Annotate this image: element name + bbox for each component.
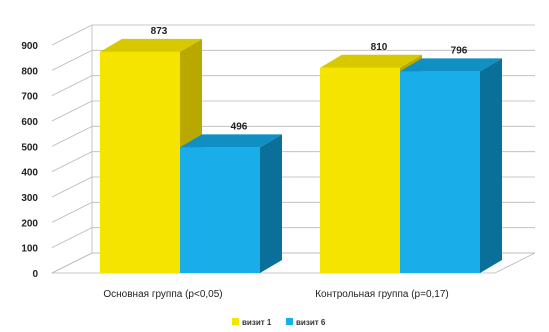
legend-swatch xyxy=(232,318,239,325)
gridline-side xyxy=(51,125,93,147)
y-tick-label: 600 xyxy=(21,117,38,128)
y-tick-label: 0 xyxy=(32,269,38,280)
bar-front xyxy=(180,147,260,273)
y-tick-label: 300 xyxy=(21,193,38,204)
gridline-side xyxy=(51,227,93,249)
x-category-label: Основная группа (p<0,05) xyxy=(103,289,222,300)
y-tick-label: 100 xyxy=(21,244,38,255)
bar-top xyxy=(180,134,282,148)
bar-front xyxy=(100,51,180,274)
gridline-side xyxy=(51,176,93,198)
legend-label: визит 1 xyxy=(242,318,272,327)
x-category-label: Контрольная группа (p=0,17) xyxy=(315,289,449,300)
gridline-side xyxy=(51,201,93,223)
gridline-side xyxy=(51,100,93,122)
gridline-side xyxy=(51,151,93,173)
data-labels-layer: 873 810 496 796 xyxy=(151,26,468,133)
bar-2-2 xyxy=(400,58,502,274)
x-axis-categories: Основная группа (p<0,05) Контрольная груп… xyxy=(103,289,448,300)
data-label: 810 xyxy=(371,42,388,53)
legend-swatch xyxy=(286,318,293,325)
bar-1-2 xyxy=(180,134,282,273)
y-axis: 0 100 200 300 400 500 600 700 800 900 xyxy=(21,41,38,280)
legend-label: визит 6 xyxy=(296,318,326,327)
y-tick-label: 800 xyxy=(21,66,38,77)
bar-top xyxy=(320,54,422,68)
y-tick-label: 500 xyxy=(21,142,38,153)
y-tick-label: 200 xyxy=(21,218,38,229)
gridline-side xyxy=(51,24,93,46)
bars-layer xyxy=(100,38,502,274)
bar-top xyxy=(100,38,202,52)
bar-front xyxy=(320,67,400,273)
data-label: 796 xyxy=(451,45,468,56)
bar-front xyxy=(400,71,480,273)
y-tick-label: 700 xyxy=(21,92,38,103)
gridline-side xyxy=(51,49,93,71)
data-label: 873 xyxy=(151,26,168,37)
gridline-side xyxy=(51,75,93,97)
data-label: 496 xyxy=(231,121,248,132)
y-tick-label: 400 xyxy=(21,168,38,179)
bar-top xyxy=(400,58,502,72)
bar-side xyxy=(260,134,282,273)
bar-side xyxy=(480,58,502,274)
y-tick-label: 900 xyxy=(21,41,38,52)
legend: визит 1 визит 6 xyxy=(232,318,326,327)
